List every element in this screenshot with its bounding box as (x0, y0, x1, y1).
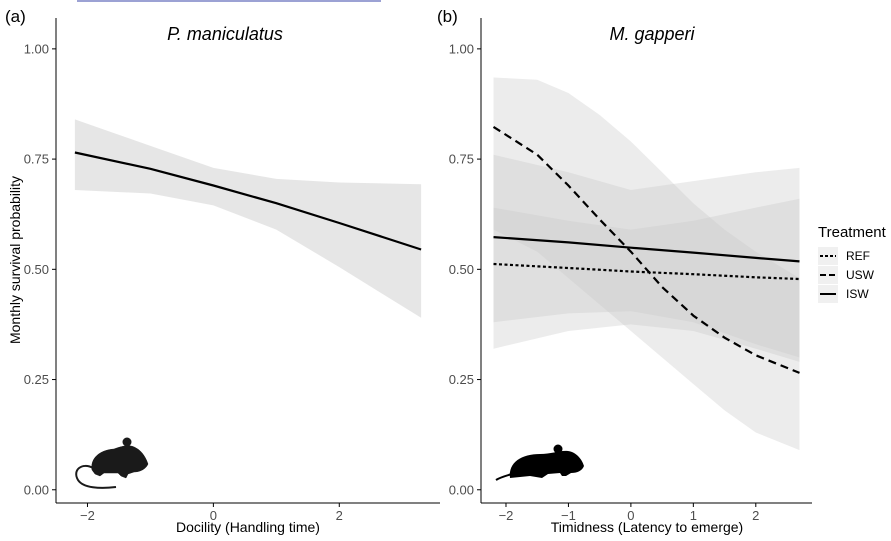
legend-items: REF USW ISW (818, 247, 875, 303)
legend: Treatment REF USW ISW (818, 224, 887, 303)
vole-silhouette-icon (495, 444, 584, 481)
y-tick-label: 0.25 (24, 372, 49, 387)
y-tick-label: 0.75 (24, 152, 49, 167)
panel-a-lines (74, 151, 422, 251)
y-tick-label: 1.00 (449, 41, 474, 56)
y-tick-label: 0.00 (24, 482, 49, 497)
panel-b-lines (492, 125, 800, 374)
series-line-isw (493, 236, 800, 263)
ci-ribbon-ref (493, 198, 800, 358)
x-tick-label: 0 (210, 508, 217, 523)
ci-ribbon-isw (493, 154, 800, 362)
panel-a-ribbons (74, 119, 422, 318)
panel-b-ribbons (493, 77, 800, 451)
panel-b: (b) M. gapperi 0.00 0.25 0.50 0.75 1.00 −2 −1… (437, 7, 812, 535)
legend-key-usw (818, 266, 838, 284)
panel-a-title: P. maniculatus (167, 24, 283, 44)
legend-title: Treatment (818, 224, 887, 241)
series-line-ref (493, 262, 800, 281)
mouse-silhouette-icon (75, 437, 149, 489)
y-tick-label: 0.50 (449, 262, 474, 277)
legend-label-usw: USW (846, 268, 875, 282)
panel-a-y-ticks: 0.00 0.25 0.50 0.75 1.00 (24, 41, 56, 497)
panel-b-title: M. gapperi (609, 24, 695, 44)
panel-b-x-ticks: −2 −1 0 1 2 (499, 503, 759, 523)
x-tick-label: 1 (690, 508, 697, 523)
panel-a-x-title: Docility (Handling time) (176, 519, 320, 535)
ci-ribbon-usw (493, 77, 800, 451)
panel-a: (a) P. maniculatus 0.000.250.500.751.00 … (5, 7, 440, 535)
y-tick-label: 1.00 (24, 41, 49, 56)
x-tick-label: 0 (627, 508, 634, 523)
x-tick-label: −2 (499, 508, 514, 523)
panel-a-y-title: Monthly survival probability (7, 176, 23, 344)
y-tick-label: 0.25 (449, 372, 474, 387)
ci-ribbon (74, 119, 422, 318)
panel-b-label: (b) (437, 7, 458, 26)
x-tick-label: 2 (752, 508, 759, 523)
x-tick-label: 2 (336, 508, 343, 523)
series-line (74, 151, 422, 251)
panel-b-y-ticks: 0.00 0.25 0.50 0.75 1.00 (449, 41, 481, 497)
panel-a-label: (a) (5, 7, 26, 26)
series-line-usw (492, 125, 800, 374)
y-tick-label: 0.75 (449, 152, 474, 167)
legend-label-ref: REF (846, 249, 870, 263)
y-tick-label: 0.50 (24, 262, 49, 277)
legend-label-isw: ISW (846, 287, 869, 301)
x-tick-label: −2 (80, 508, 95, 523)
panel-a-x-ticks: −2 0 2 (80, 503, 343, 523)
y-tick-label: 0.00 (449, 482, 474, 497)
x-tick-label: −1 (561, 508, 576, 523)
panel-b-x-title: Timidness (Latency to emerge) (551, 519, 743, 535)
